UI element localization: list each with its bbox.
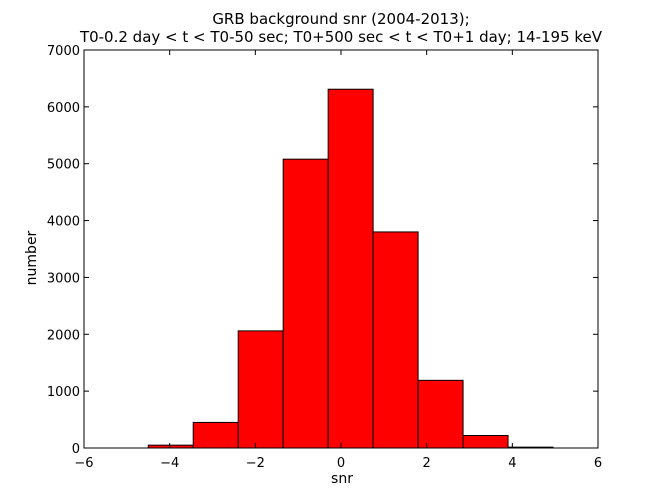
histogram-bar-5 bbox=[372, 231, 419, 449]
y-tick-label-7: 7000 bbox=[47, 44, 80, 59]
x-tick-label-2: −2 bbox=[246, 456, 265, 471]
histogram-bar-7 bbox=[462, 434, 509, 449]
chart-title-line-1: GRB background snr (2004-2013); bbox=[212, 10, 470, 28]
histogram-bar-1 bbox=[192, 421, 239, 449]
histogram-bar-6 bbox=[417, 379, 464, 449]
x-tick-label-3: 0 bbox=[337, 456, 345, 471]
chart-title-line-2: T0-0.2 day < t < T0-50 sec; T0+500 sec <… bbox=[79, 28, 603, 46]
histogram-bar-3 bbox=[282, 158, 329, 449]
x-axis-label: snr bbox=[331, 471, 353, 487]
y-axis-label: number bbox=[24, 230, 40, 286]
x-tick-label-1: −4 bbox=[160, 456, 179, 471]
y-tick-label-3: 3000 bbox=[47, 271, 80, 286]
x-tick-label-4: 2 bbox=[423, 456, 431, 471]
y-tick-label-2: 2000 bbox=[47, 328, 80, 343]
y-tick-label-1: 1000 bbox=[47, 385, 80, 400]
x-tick-label-5: 4 bbox=[508, 456, 516, 471]
y-tick-label-5: 5000 bbox=[47, 158, 80, 173]
y-tick-label-0: 0 bbox=[72, 442, 80, 457]
histogram-bar-2 bbox=[237, 330, 284, 449]
x-tick-label-6: 6 bbox=[594, 456, 602, 471]
histogram-bar-4 bbox=[327, 88, 374, 449]
x-tick-label-0: −6 bbox=[74, 456, 93, 471]
y-tick-label-6: 6000 bbox=[47, 101, 80, 116]
y-tick-label-4: 4000 bbox=[47, 215, 80, 230]
